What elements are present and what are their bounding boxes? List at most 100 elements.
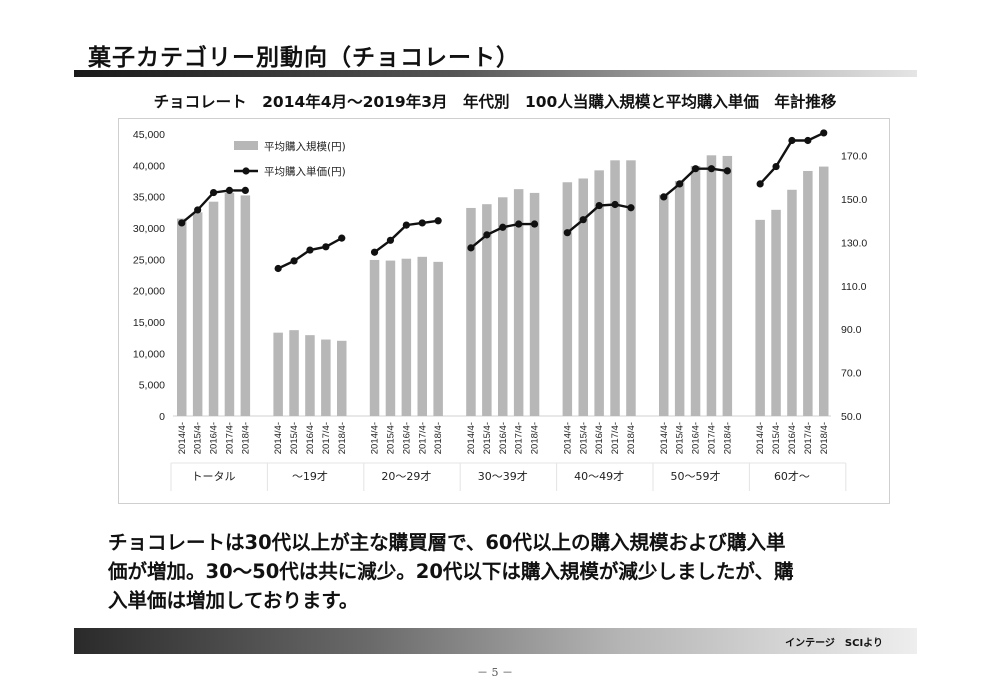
line-point [402,221,410,229]
bar [513,189,524,416]
line-point [820,129,828,137]
bar [369,259,380,416]
left-axis-tick-label: 15,000 [133,317,165,329]
line-point [178,219,186,227]
line-point [611,200,619,209]
bar [273,332,283,416]
x-tick-label: 2014/4- [562,422,573,454]
summary-text: チョコレートは30代以上が主な購買層で、60代以上の購入規模および購入単 価が増… [108,528,908,615]
right-axis-tick-label: 170.0 [841,151,867,163]
bar [498,197,508,416]
line-point [290,257,298,265]
left-axis-tick-label: 10,000 [133,348,165,360]
left-axis-tick-label: 20,000 [133,286,165,298]
x-tick-label: 2015/4- [578,422,589,454]
x-tick-label: 2018/4- [819,422,830,454]
bar [417,256,427,416]
footer-bar: インテージ SCIより [74,628,917,654]
line-point [338,234,346,242]
bar [192,212,203,416]
bar [337,340,347,416]
x-tick-label: 2016/4- [401,422,412,454]
x-tick-label: 2016/4- [305,422,316,454]
bar [578,178,588,416]
line-point [370,248,379,256]
line-point [499,223,507,231]
right-axis-tick-label: 70.0 [841,368,862,380]
x-tick-label: 2017/4- [610,422,621,454]
x-tick-label: 2015/4- [675,422,686,454]
left-axis-tick-label: 0 [159,411,165,423]
x-tick-label: 2016/4- [787,422,798,454]
bar [787,189,797,416]
x-tick-label: 2014/4- [273,422,284,454]
x-tick-label: 2014/4- [466,422,477,454]
line-point [530,220,539,228]
bar [224,192,235,416]
x-tick-label: 2018/4- [433,422,444,454]
bar [819,166,829,416]
legend-label-line: 平均購入単価(円) [264,165,346,178]
group-label: 50～59才 [671,469,721,483]
x-tick-label: 2016/4- [209,422,220,454]
line-point [434,217,442,225]
line-point [467,244,475,252]
x-tick-label: 2017/4- [803,422,814,454]
title-underline-bar [74,70,917,77]
bar [690,165,701,416]
line-point [483,231,491,239]
x-tick-label: 2015/4- [385,422,396,454]
line-point [660,193,668,201]
line-point [515,220,523,228]
line-point [723,167,731,175]
x-tick-label: 2017/4- [224,422,235,454]
x-tick-label: 2018/4- [240,422,251,454]
x-tick-label: 2016/4- [594,422,605,454]
bar [771,209,781,416]
bar [240,195,251,416]
bar [321,339,331,416]
summary-line-3: 入単価は増加しております。 [108,589,359,612]
x-tick-label: 2018/4- [530,422,541,454]
right-axis-tick-label: 50.0 [841,411,862,423]
group-label: ～19才 [292,469,328,483]
x-tick-label: 2018/4- [337,422,348,454]
bar [401,258,412,416]
line-point [595,201,603,210]
x-tick-label: 2015/4- [193,422,204,454]
x-tick-label: 2017/4- [417,422,428,454]
bar [659,194,669,416]
bar [594,170,604,416]
bar [803,170,813,416]
x-tick-label: 2016/4- [498,422,509,454]
x-tick-label: 2014/4- [755,422,766,454]
bar [305,335,315,416]
x-tick-label: 2016/4- [691,422,702,454]
line-point [386,236,395,244]
legend-swatch-bar [234,141,258,150]
bar [466,207,476,416]
left-axis-tick-label: 45,000 [133,129,165,141]
group-label: トータル [192,470,236,483]
line-point [194,206,202,214]
chart-title: チョコレート 2014年4月～2019年3月 年代別 100人当購入規模と平均購… [153,93,837,111]
group-label: 20～29才 [381,469,431,483]
chart-frame: 0 5,000 10,000 15,000 20,000 25,000 30,000 35,0… [118,118,890,504]
line-point [676,180,684,188]
line-point [756,180,764,188]
bar [433,261,443,416]
page-title: 菓子カテゴリー別動向（チョコレート） [88,45,520,71]
line-point [274,264,282,273]
right-axis-tick-label: 130.0 [841,237,867,249]
bar [610,160,620,416]
group-label: 30～39才 [478,469,528,483]
legend-swatch-marker [242,167,250,175]
line-point [225,186,234,194]
bar [706,155,717,416]
x-tick-label: 2015/4- [289,422,300,454]
line-point [804,136,812,145]
group-label: 40～49才 [574,469,624,483]
bar [208,201,219,416]
bar [529,192,540,416]
chart: 0 5,000 10,000 15,000 20,000 25,000 30,000 35,0… [133,129,867,491]
